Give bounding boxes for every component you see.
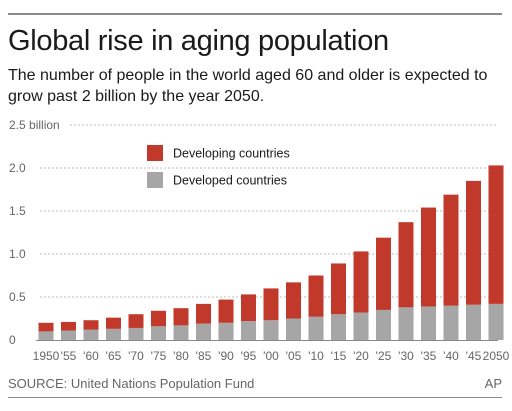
- x-tick-label: '15: [331, 349, 347, 363]
- bar-developing: [38, 322, 54, 332]
- bar-developing: [173, 308, 189, 326]
- bar-developed: [173, 325, 189, 340]
- legend-swatch: [147, 172, 163, 188]
- bar-developed: [331, 314, 346, 340]
- x-tick-label: '70: [128, 349, 144, 363]
- y-tick-label: 1.0: [9, 247, 26, 261]
- credit: AP: [484, 376, 502, 391]
- legend-swatch: [147, 145, 163, 161]
- bar-developing: [61, 321, 76, 331]
- bar-developing: [128, 314, 144, 328]
- bar-developed: [61, 330, 76, 340]
- bottom-rule: [8, 397, 502, 398]
- bar-developed: [398, 307, 414, 340]
- y-tick-label: 0: [9, 333, 16, 347]
- bar-developing: [83, 320, 99, 330]
- bar-developed: [488, 303, 504, 340]
- bar-developing: [488, 165, 504, 304]
- bar-developing: [443, 194, 459, 306]
- bar-developing: [331, 263, 346, 315]
- x-tick-label: '60: [83, 349, 99, 363]
- bar-developed: [263, 320, 279, 340]
- bar-developed: [151, 326, 166, 340]
- bar-developing: [151, 310, 166, 327]
- bar-developing: [376, 237, 391, 310]
- x-tick-label: '55: [61, 349, 77, 363]
- x-tick-label: '45: [466, 349, 482, 363]
- x-tick-label: '85: [196, 349, 212, 363]
- bar-developing: [218, 299, 234, 323]
- bar-developed: [286, 318, 301, 340]
- x-tick-label: '40: [443, 349, 459, 363]
- x-tick-label: '05: [286, 349, 302, 363]
- bar-developing: [353, 251, 369, 313]
- bar-developed: [241, 321, 256, 340]
- chart-subtitle: The number of people in the world aged 6…: [8, 67, 488, 105]
- bar-developed: [421, 306, 436, 340]
- bar-developed: [106, 328, 121, 340]
- bar-developing: [286, 282, 301, 319]
- legend-label: Developed countries: [173, 174, 287, 188]
- bar-developing: [398, 222, 414, 308]
- bar-developed: [196, 323, 211, 340]
- x-tick-label: '75: [151, 349, 167, 363]
- x-tick-label: '00: [263, 349, 279, 363]
- top-rule: [8, 13, 502, 15]
- bar-developing: [308, 275, 324, 317]
- x-tick-label: '65: [106, 349, 122, 363]
- y-tick-label: 2.0: [9, 161, 26, 175]
- x-tick-label: '90: [218, 349, 234, 363]
- bar-developed: [128, 327, 144, 340]
- x-tick-label: '95: [241, 349, 257, 363]
- chart-title: Global rise in aging population: [8, 25, 389, 57]
- y-tick-label: 2.5 billion: [9, 118, 60, 132]
- bar-developing: [106, 317, 121, 329]
- y-tick-label: 1.5: [9, 204, 26, 218]
- bar-developed: [83, 329, 99, 340]
- x-tick-label: '30: [398, 349, 414, 363]
- legend-label: Developing countries: [173, 147, 290, 161]
- bar-developed: [466, 304, 481, 340]
- y-tick-label: 0.5: [9, 290, 26, 304]
- x-tick-label: '10: [308, 349, 324, 363]
- bar-developing: [196, 303, 211, 324]
- x-tick-label: '80: [173, 349, 189, 363]
- bar-developing: [241, 294, 256, 322]
- bar-developed: [353, 312, 369, 340]
- bar-developing: [263, 288, 279, 321]
- bar-developed: [38, 331, 54, 340]
- x-tick-label: '25: [376, 349, 392, 363]
- source-note: SOURCE: United Nations Population Fund: [8, 376, 255, 391]
- bar-developed: [376, 309, 391, 340]
- x-tick-label: '35: [421, 349, 437, 363]
- bar-developed: [308, 316, 324, 340]
- bar-developed: [443, 305, 459, 340]
- bar-developing: [421, 207, 436, 307]
- x-tick-label: 2050: [483, 349, 510, 363]
- x-tick-label: '20: [353, 349, 369, 363]
- x-tick-label: 1950: [33, 349, 60, 363]
- bar-developed: [218, 322, 234, 340]
- bar-developing: [466, 180, 481, 305]
